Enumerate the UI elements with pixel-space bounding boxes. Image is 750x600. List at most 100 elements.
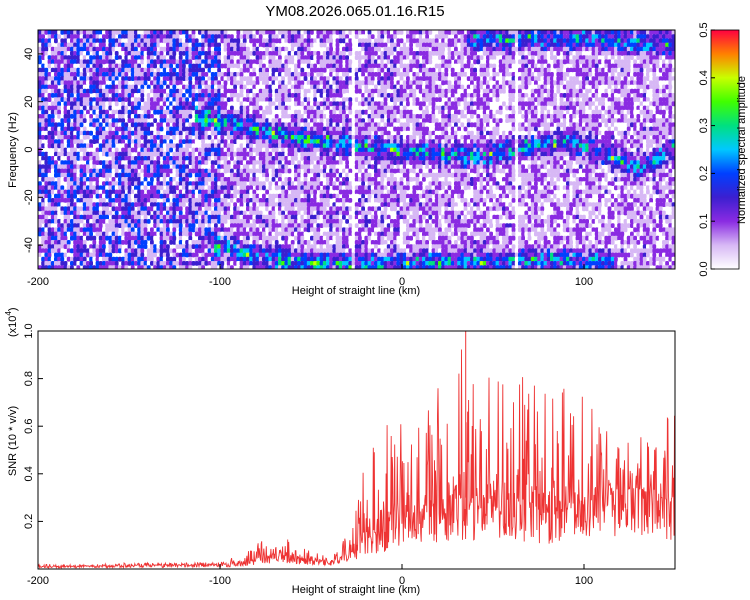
heatmap-cell [511,84,516,90]
heatmap-cell [460,130,465,136]
heatmap-cell [636,30,641,35]
heatmap-cell [249,59,253,65]
heatmap-cell [230,101,234,107]
heatmap-cell [559,38,564,44]
heatmap-cell [335,97,340,102]
heatmap-cell [191,51,196,56]
heatmap-cell [146,76,151,81]
heatmap-cell [428,38,433,44]
heatmap-cell [294,51,298,56]
heatmap-cell [447,55,452,60]
heatmap-cell [559,80,564,86]
heatmap-cell [556,84,561,90]
heatmap-cell [262,30,266,35]
heatmap-cell [358,59,362,65]
heatmap-cell [377,63,381,69]
heatmap-cell [201,30,205,35]
heatmap-cell [582,63,586,69]
heatmap-cell [601,97,605,102]
heatmap-cell [86,135,90,140]
heatmap-cell [393,63,397,69]
heatmap-cell [668,34,673,39]
heatmap-cell [258,34,263,39]
heatmap-cell [374,51,378,56]
heatmap-cell [508,55,513,60]
heatmap-cell [242,84,247,90]
heatmap-cell [495,114,500,119]
heatmap-cell [217,59,221,65]
heatmap-cell [146,84,151,90]
heatmap-cell [370,51,375,56]
heatmap-cell [575,59,580,65]
heatmap-cell [316,59,321,65]
heatmap-cell [434,63,439,69]
heatmap-cell [639,38,644,44]
heatmap-cell [319,63,324,69]
heatmap-cell [137,59,141,65]
heatmap-cell [569,46,573,52]
heatmap-cell [41,30,45,35]
heatmap-cell [412,51,417,56]
heatmap-cell [617,76,621,81]
heatmap-cell [348,80,353,86]
heatmap-cell [463,59,468,65]
heatmap-cell [412,30,417,35]
heatmap-cell [332,42,337,48]
heatmap-cell [297,63,301,69]
heatmap-cell [540,38,545,44]
heatmap-cell [534,51,538,56]
heatmap-cell [265,51,269,56]
heatmap-cell [604,55,609,60]
heatmap-cell [82,118,87,123]
heatmap-cell [470,51,474,56]
heatmap-cell [223,46,228,52]
heatmap-cell [438,97,442,102]
heatmap-cell [159,105,164,111]
heatmap-cell [137,55,141,60]
heatmap-cell [572,30,577,35]
heatmap-cell [662,51,666,56]
heatmap-cell [652,30,657,35]
heatmap-cell [306,42,311,48]
heatmap-cell [214,59,218,65]
heatmap-cell [210,55,215,60]
heatmap-cell [390,42,394,48]
heatmap-cell [646,42,650,48]
heatmap-cell [258,51,263,56]
heatmap-cell [137,51,141,56]
heatmap-cell [537,51,541,56]
heatmap-cell [262,114,266,119]
heatmap-cell [306,38,311,44]
heatmap-cell [38,42,42,48]
heatmap-cell [575,30,580,35]
heatmap-cell [284,42,289,48]
heatmap-cell [540,51,545,56]
heatmap-cell [319,72,324,77]
heatmap-cell [198,55,202,60]
heatmap-cell [198,63,202,69]
heatmap-cell [630,114,634,119]
heatmap-cell [217,42,221,48]
heatmap-cell [559,59,564,65]
heatmap-cell [303,42,308,48]
heatmap-cell [434,30,439,35]
heatmap-cell [575,51,580,56]
heatmap-cell [492,135,497,140]
heatmap-cell [105,59,109,65]
heatmap-cell [214,63,218,69]
heatmap-cell [319,118,324,123]
heatmap-cell [412,38,417,44]
heatmap-cell [636,63,641,69]
heatmap-cell [258,105,263,111]
heatmap-cell [236,59,241,65]
heatmap-cell [470,114,474,119]
heatmap-cell [396,30,401,35]
heatmap-cell [553,101,557,107]
heatmap-cell [492,42,497,48]
heatmap-cell [172,55,177,60]
heatmap-cell [297,46,301,52]
heatmap-cell [415,59,420,65]
heatmap-cell [124,51,129,56]
heatmap-cell [489,51,493,56]
heatmap-cell [242,59,247,65]
